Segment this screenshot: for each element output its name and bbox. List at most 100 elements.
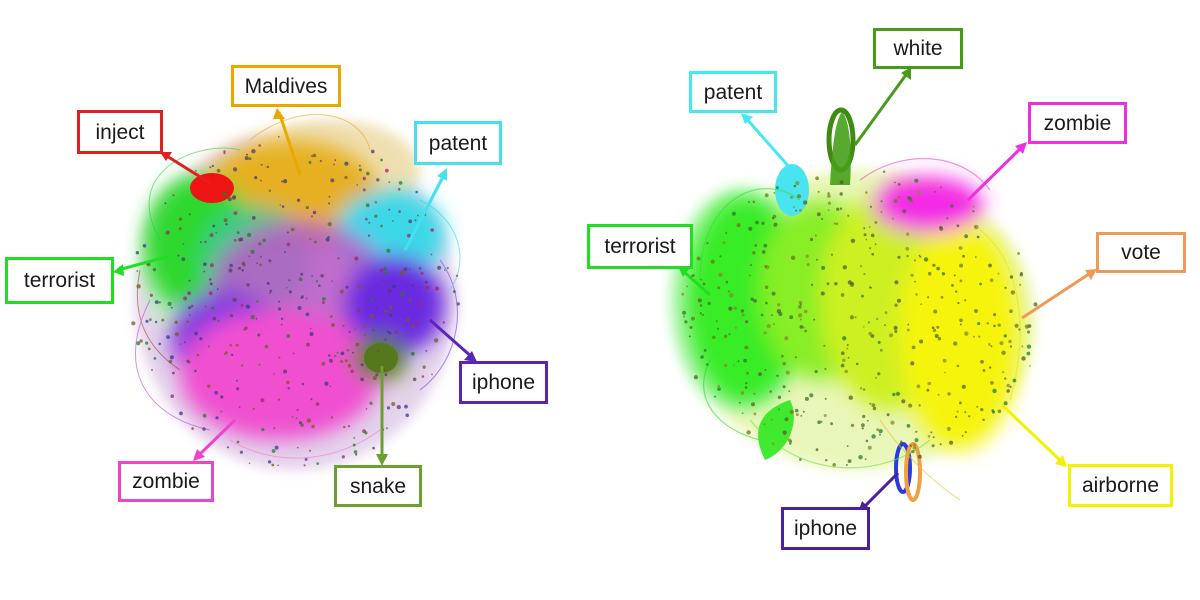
network-node [712,335,716,340]
network-node [353,450,358,454]
network-node [681,292,685,296]
label-left-snake: snake [334,465,422,507]
network-node [136,270,139,272]
network-node [422,365,426,369]
network-node [913,259,916,262]
annotation-arrows [113,67,1097,513]
network-node [917,454,922,459]
network-node [264,344,269,349]
network-node [398,181,403,185]
label-right-terrorist: terrorist [587,224,693,269]
network-node [956,410,959,413]
network-node [944,371,946,374]
network-node [942,358,947,363]
network-node [765,301,768,305]
network-node [236,387,240,391]
network-node [316,462,320,465]
network-node [939,226,944,231]
network-node [955,290,958,293]
network-node [342,324,345,327]
network-node [946,217,949,220]
network-node [455,274,459,277]
network-node [986,322,989,325]
network-node [861,423,865,427]
network-node [876,428,880,432]
network-node [369,313,374,318]
network-node [867,419,869,422]
network-node [387,282,390,284]
network-node [269,289,273,293]
network-node [782,362,786,366]
network-node [388,208,391,211]
network-node [763,423,766,425]
network-node [744,345,749,350]
network-node [741,313,745,317]
network-node [918,404,921,407]
network-node [246,283,250,287]
network-node [258,144,262,147]
network-node [207,345,210,348]
network-node [330,315,333,318]
network-node [914,438,919,443]
arrowhead-left-maldives [273,108,285,119]
network-node [1012,378,1017,383]
network-node [350,369,354,374]
network-node [194,169,197,172]
network-node [456,302,460,306]
network-node [266,165,269,169]
network-node [702,282,706,286]
network-node [699,312,702,315]
left-network-nodes [131,136,460,467]
network-node [959,318,963,323]
network-node [433,338,439,343]
network-node [827,192,830,195]
network-node [814,234,817,237]
network-node [897,298,901,303]
network-node [1033,302,1038,307]
network-node [411,283,415,287]
network-node [820,420,823,423]
network-node [243,264,246,267]
network-node [690,316,695,321]
network-node [845,464,848,466]
network-node [372,375,377,381]
network-node [847,214,850,217]
network-node [389,305,393,310]
network-node [380,158,383,162]
network-node [821,265,826,270]
network-node [232,297,237,302]
network-node [749,264,752,267]
arrowhead-left-iphone [464,351,477,362]
network-node [951,284,954,287]
label-right-airborne: airborne [1068,464,1173,507]
network-node [331,323,335,327]
network-node [291,416,294,418]
network-node [389,311,392,314]
network-node [248,255,251,257]
network-node [380,283,383,286]
network-node [773,192,776,194]
arrow-left-iphone [429,318,474,360]
network-node [714,395,717,398]
network-node [1010,290,1016,295]
network-node [356,184,359,186]
right-cluster-vote [904,442,922,502]
network-node [339,289,344,294]
network-node [894,280,899,285]
network-node [238,406,241,409]
network-node [411,324,415,329]
network-node [353,437,356,439]
network-node [295,417,298,419]
network-node [158,342,161,346]
network-node [724,363,728,368]
network-node [827,194,831,198]
network-node [246,232,252,238]
network-node [793,206,795,209]
network-node [927,296,930,299]
left-network-graph [131,114,461,470]
network-node [982,369,986,372]
network-node [897,183,901,186]
network-node [228,268,233,273]
network-node [728,306,733,311]
network-node [359,164,361,167]
